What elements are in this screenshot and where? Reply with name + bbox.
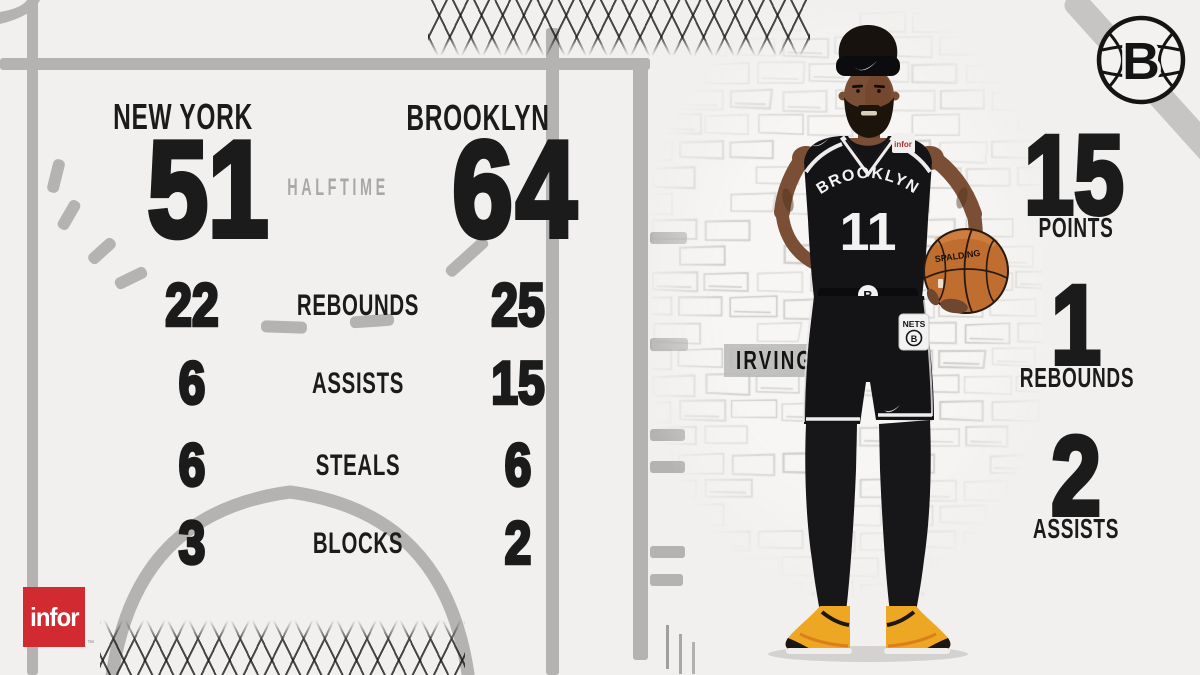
home-score: 64 — [450, 110, 580, 268]
beard — [844, 97, 894, 138]
stat-label: ASSISTS — [311, 367, 405, 400]
chain-link-fence-bottom — [100, 620, 465, 675]
home-team-name: BROOKLYN — [406, 97, 550, 138]
wall-drip — [666, 625, 669, 669]
svg-text:B: B — [911, 334, 918, 344]
court-boundary-right — [633, 60, 648, 660]
court-corner-curve — [0, 0, 40, 24]
court-sideline-left — [27, 0, 38, 675]
player-shoes — [785, 606, 951, 654]
headband — [836, 56, 900, 76]
player-shorts: NETS B — [803, 296, 934, 424]
stat-label: STEALS — [315, 449, 401, 482]
jersey-patch-text: infor — [894, 140, 912, 149]
nets-logo-letter: B — [1122, 33, 1160, 91]
player-head — [836, 25, 900, 138]
infor-logo: infor — [23, 587, 85, 647]
court-lane-line — [546, 28, 559, 675]
player-stat-value: 1 — [1049, 260, 1103, 390]
player-right-hand — [940, 298, 968, 314]
stat-label: BLOCKS — [312, 527, 404, 560]
stat-label: REBOUNDS — [296, 289, 420, 322]
player-stat-value: 15 — [1022, 110, 1126, 240]
wall-drip — [679, 634, 682, 674]
player-jersey: infor BROOKLYN 11 — [804, 133, 932, 298]
stat-away-value: 6 — [177, 430, 207, 501]
chain-link-fence-top — [428, 0, 810, 56]
player-stat-label: REBOUNDS — [1019, 362, 1135, 393]
tattoo — [782, 188, 794, 212]
stat-home-value: 15 — [490, 348, 546, 419]
player-legs — [805, 420, 931, 612]
basketball: SPALDING — [923, 228, 1009, 314]
stat-home-value: 2 — [503, 508, 533, 579]
stat-home-value: 6 — [503, 430, 533, 501]
period-label: HALFTIME — [287, 174, 389, 201]
free-throw-dashes — [47, 159, 489, 334]
shorts-patch-text: NETS — [903, 319, 926, 329]
wall-drip — [692, 642, 695, 674]
jersey-number: 11 — [839, 202, 896, 262]
stat-away-value: 22 — [164, 270, 220, 341]
away-score: 51 — [145, 110, 271, 268]
trademark-mark: ™ — [87, 640, 94, 647]
three-point-arc — [105, 485, 475, 675]
player-stat-label: POINTS — [1038, 212, 1114, 243]
stat-away-value: 6 — [177, 348, 207, 419]
jersey-sponsor-patch — [892, 133, 915, 153]
court-baseline — [0, 58, 650, 70]
belt-logo-letter: B — [863, 288, 872, 303]
player-stat-value: 2 — [1049, 411, 1103, 541]
away-team-name: NEW YORK — [113, 96, 253, 137]
player-stat-label: ASSISTS — [1032, 513, 1120, 544]
nike-swoosh-icon — [884, 405, 900, 413]
stat-home-value: 25 — [490, 270, 546, 341]
stat-away-value: 3 — [177, 508, 207, 579]
tattoo — [956, 187, 968, 209]
